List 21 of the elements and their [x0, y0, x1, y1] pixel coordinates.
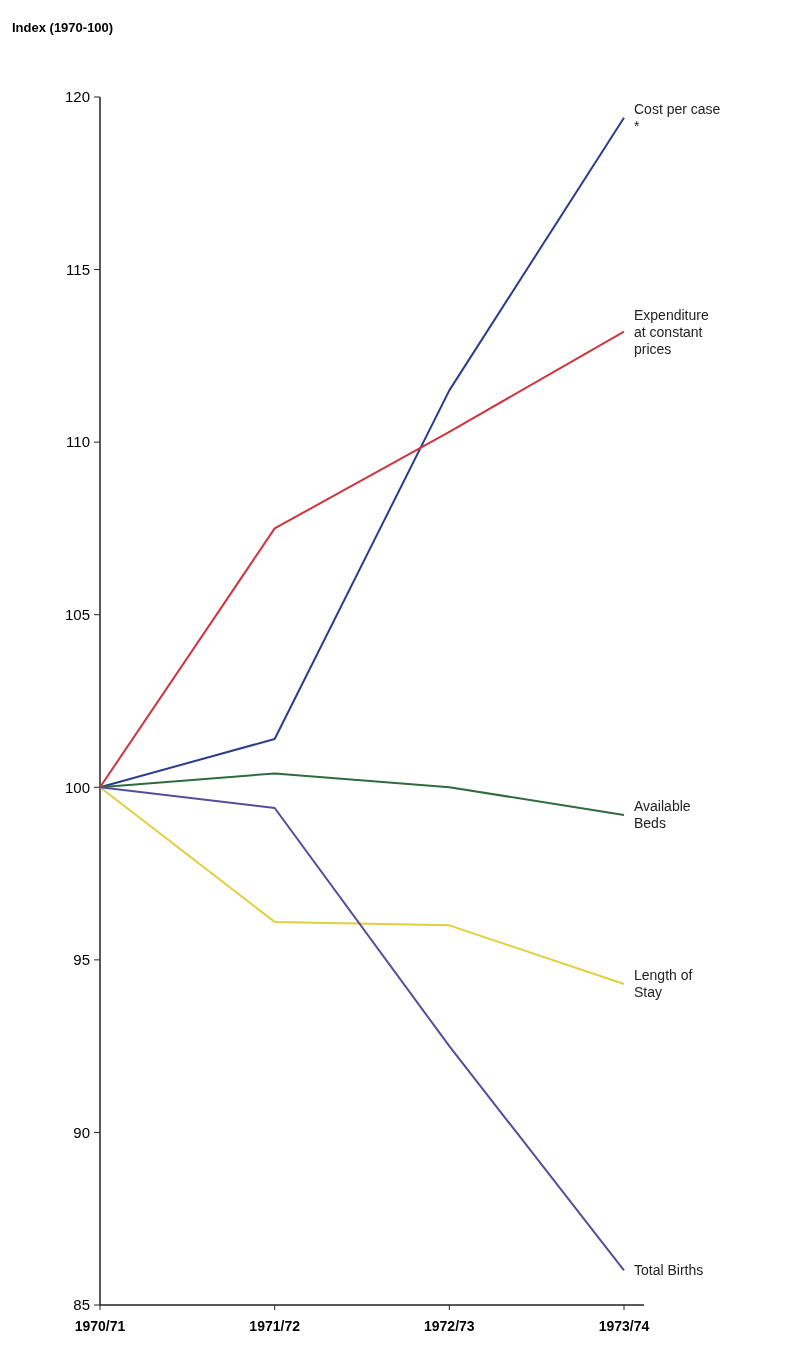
- x-tick-label: 1970/71: [74, 1318, 126, 1334]
- y-tick-label: 120: [64, 88, 90, 106]
- y-tick-label: 100: [64, 778, 90, 796]
- x-tick-label: 1973/74: [598, 1318, 650, 1334]
- y-axis-title: Index (1970-100): [12, 20, 114, 35]
- x-tick-label: 1972/73: [424, 1318, 475, 1334]
- series-label: Cost per case *: [634, 101, 721, 135]
- y-tick-label: 95: [73, 951, 90, 969]
- line-series: [99, 786, 625, 986]
- y-tick-label: 105: [64, 605, 90, 623]
- y-tick-label: 110: [66, 433, 90, 451]
- series-label: Available Beds: [634, 798, 691, 832]
- y-tick-label: 90: [73, 1123, 90, 1141]
- x-tick-label: 1971/72: [249, 1318, 301, 1334]
- line-series: [99, 786, 625, 1272]
- series-label: Total Births: [634, 1262, 704, 1279]
- y-tick-label: 115: [66, 260, 90, 278]
- line-series: [99, 330, 625, 789]
- series-label: Expenditure at constant prices: [634, 306, 709, 357]
- series-label: Length of Stay: [634, 967, 693, 1001]
- y-tick-label: 85: [73, 1296, 90, 1314]
